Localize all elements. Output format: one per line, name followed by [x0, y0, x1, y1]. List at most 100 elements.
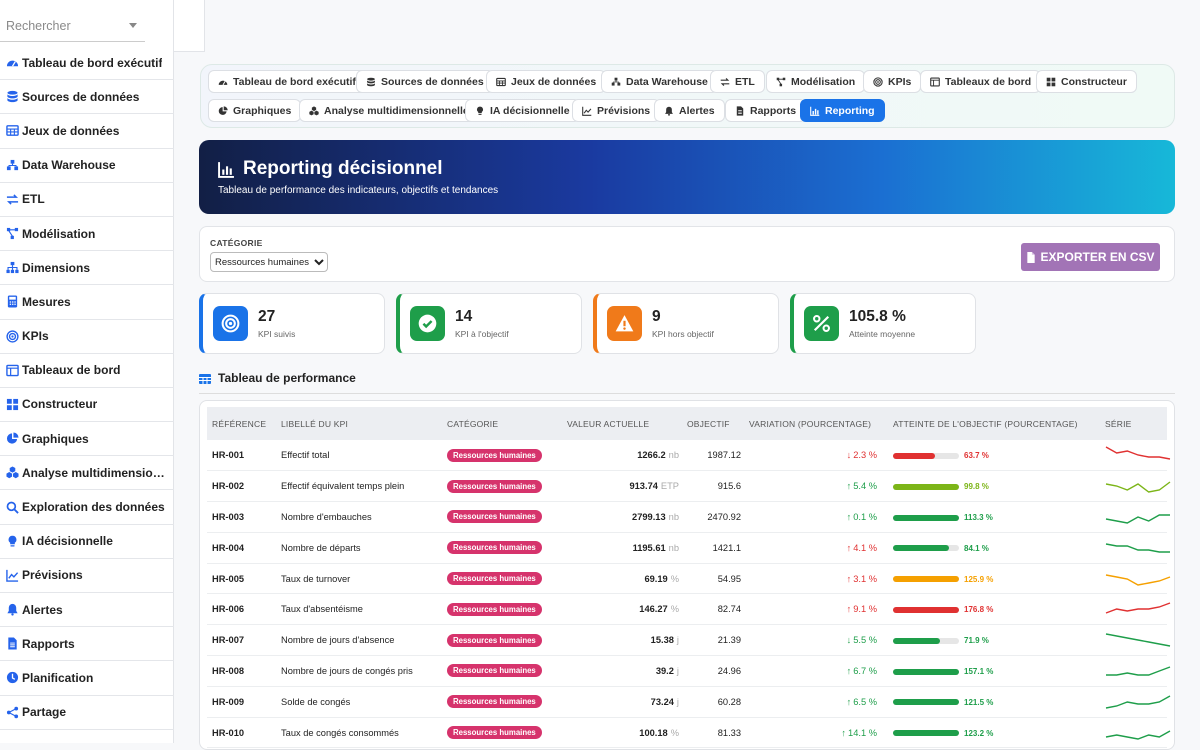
sidebar-item-analyse-multidimensionnelle[interactable]: Analyse multidimensionnelle	[0, 456, 174, 491]
sidebar-item-sources-de-donnees[interactable]: Sources de données	[0, 80, 174, 115]
sidebar-item-planification[interactable]: Planification	[0, 661, 174, 696]
sidebar-item-label: IA décisionnelle	[22, 534, 113, 549]
tab-label: Reporting	[825, 104, 875, 117]
tab-alertes[interactable]: Alertes	[654, 99, 725, 122]
current-value: 39.2	[655, 665, 674, 676]
clock-icon	[6, 672, 19, 684]
export-csv-button[interactable]: EXPORTER EN CSV	[1021, 243, 1160, 271]
file-icon	[736, 105, 744, 116]
unit: j	[676, 665, 679, 676]
kpi-ref: HR-008	[207, 655, 277, 687]
category-badge: Ressources humaines	[447, 726, 542, 740]
column-header[interactable]: ATTEINTE DE L'OBJECTIF (POURCENTAGE)	[889, 407, 1101, 440]
tab-jeux-de-donnees[interactable]: Jeux de données	[486, 70, 607, 93]
tab-etl[interactable]: ETL	[710, 70, 765, 93]
tab-data-warehouse[interactable]: Data Warehouse	[601, 70, 718, 93]
tab-graphiques[interactable]: Graphiques	[208, 99, 302, 122]
stat-value: 14	[455, 308, 473, 325]
sidebar-item-tableaux-de-bord[interactable]: Tableaux de bord	[0, 354, 174, 388]
kpi-label: Nombre de départs	[277, 532, 443, 564]
table-body: HR-001 Effectif total Ressources humaines 1…	[207, 440, 1171, 749]
arrow-up-icon: ↑	[846, 604, 852, 615]
table-row[interactable]: HR-002 Effectif équivalent temps plein Res…	[207, 470, 1171, 503]
tab-ia-decisionnelle[interactable]: IA décisionnelle	[465, 99, 580, 122]
table-row[interactable]: HR-007 Nombre de jours d'absence Ressource…	[207, 624, 1171, 657]
file-icon	[1027, 251, 1036, 263]
attainment-fill	[893, 637, 941, 644]
sidebar-item-constructeur[interactable]: Constructeur	[0, 388, 174, 423]
target-value: 60.28	[683, 686, 745, 718]
sidebar-item-partage[interactable]: Partage	[0, 696, 174, 730]
tab-analyse-multidimensionnelle[interactable]: Analyse multidimensionnelle	[299, 99, 479, 122]
kpi-ref: HR-007	[207, 624, 277, 657]
attainment-bar	[893, 699, 959, 706]
sidebar-item-label: Analyse multidimensionnelle	[22, 465, 170, 480]
column-header[interactable]: VARIATION (POURCENTAGE)	[745, 407, 889, 440]
table-row[interactable]: HR-001 Effectif total Ressources humaines 1…	[207, 440, 1171, 472]
table-row[interactable]: HR-004 Nombre de départs Ressources humain…	[207, 532, 1170, 564]
table-row[interactable]: HR-006 Taux d'absentéisme Ressources humai…	[207, 593, 1171, 626]
tab-constructeur[interactable]: Constructeur	[1036, 70, 1137, 93]
warehouse-icon	[611, 77, 621, 86]
stat-label: KPI hors objectif	[652, 329, 714, 339]
arrow-up-icon: ↑	[846, 696, 852, 707]
tab-sources-de-donnees[interactable]: Sources de données	[356, 70, 494, 93]
tab-tableaux-de-bord[interactable]: Tableaux de bord	[920, 70, 1042, 93]
sidebar-item-exploration-des-donnees[interactable]: Exploration des données	[0, 490, 174, 525]
sidebar-item-graphiques[interactable]: Graphiques	[0, 422, 174, 457]
arrow-up-icon: ↑	[846, 481, 852, 492]
grid-icon	[1046, 77, 1056, 86]
sidebar-item-dimensions[interactable]: Dimensions	[0, 251, 174, 286]
table-row[interactable]: HR-010 Taux de congés consommés Ressources…	[207, 717, 1171, 749]
table-row[interactable]: HR-003 Nombre d'embauches Ressources humai…	[207, 501, 1170, 533]
sidebar: Tableau de bord exécutif Sources de donné…	[0, 0, 174, 743]
sidebar-item-previsions[interactable]: Prévisions	[0, 559, 174, 593]
tab-rapports[interactable]: Rapports	[725, 99, 807, 122]
kpi-label: Nombre d'embauches	[277, 501, 443, 533]
bulb-icon	[8, 535, 17, 547]
table-title-text: Tableau de performance	[218, 371, 356, 385]
tab-previsions[interactable]: Prévisions	[572, 99, 661, 122]
sidebar-item-modelisation[interactable]: Modélisation	[0, 217, 174, 252]
column-header[interactable]: SÉRIE	[1101, 407, 1167, 440]
sidebar-item-ia-decisionnelle[interactable]: IA décisionnelle	[0, 525, 174, 559]
exchange-icon	[6, 194, 19, 205]
search-select[interactable]	[0, 12, 145, 42]
attainment-fill	[893, 699, 959, 706]
column-header[interactable]: RÉFÉRENCE	[207, 407, 277, 440]
attainment-fill	[893, 545, 949, 552]
column-header[interactable]: CATÉGORIE	[443, 407, 563, 440]
table-row[interactable]: HR-009 Solde de congés Ressources humaines…	[207, 686, 1171, 718]
chevron-down-icon[interactable]	[129, 23, 137, 28]
sidebar-item-tableau-de-bord-executif[interactable]: Tableau de bord exécutif	[0, 46, 174, 81]
stat-label: Atteinte moyenne	[849, 329, 916, 339]
sidebar-item-kpis[interactable]: KPIs	[0, 320, 174, 354]
unit: nb	[668, 511, 679, 522]
column-header[interactable]: OBJECTIF	[683, 407, 745, 440]
table-icon	[496, 77, 506, 86]
tab-reporting[interactable]: Reporting	[800, 99, 885, 122]
sidebar-item-data-warehouse[interactable]: Data Warehouse	[0, 149, 174, 183]
arrow-up-icon: ↑	[846, 573, 852, 584]
current-value: 1195.61	[632, 542, 666, 553]
sidebar-item-etl[interactable]: ETL	[0, 183, 174, 217]
sidebar-item-label: Modélisation	[22, 226, 96, 241]
tab-tableau-de-bord-executif[interactable]: Tableau de bord exécutif	[208, 70, 366, 93]
table-row[interactable]: HR-008 Nombre de jours de congés pris Ress…	[207, 655, 1171, 687]
sidebar-item-mesures[interactable]: Mesures	[0, 285, 174, 320]
sidebar-item-alertes[interactable]: Alertes	[0, 593, 174, 628]
target-value: 1987.12	[683, 440, 745, 472]
table-row[interactable]: HR-005 Taux de turnover Ressources humaine…	[207, 563, 1171, 595]
sidebar-item-jeux-de-donnees[interactable]: Jeux de données	[0, 114, 174, 149]
tab-kpis[interactable]: KPIs	[863, 70, 922, 93]
tab-label: IA décisionnelle	[490, 104, 570, 117]
sparkline	[1106, 666, 1171, 676]
column-header[interactable]: VALEUR ACTUELLE	[563, 407, 683, 440]
sparkline-cell	[1101, 686, 1171, 718]
column-header[interactable]: LIBELLÉ DU KPI	[277, 407, 443, 440]
category-select[interactable]: Ressources humaines	[210, 252, 328, 272]
search-input[interactable]	[0, 12, 120, 40]
tab-modelisation[interactable]: Modélisation	[766, 70, 866, 93]
sidebar-item-rapports[interactable]: Rapports	[0, 627, 174, 662]
attainment-value: 84.1 %	[964, 543, 989, 553]
